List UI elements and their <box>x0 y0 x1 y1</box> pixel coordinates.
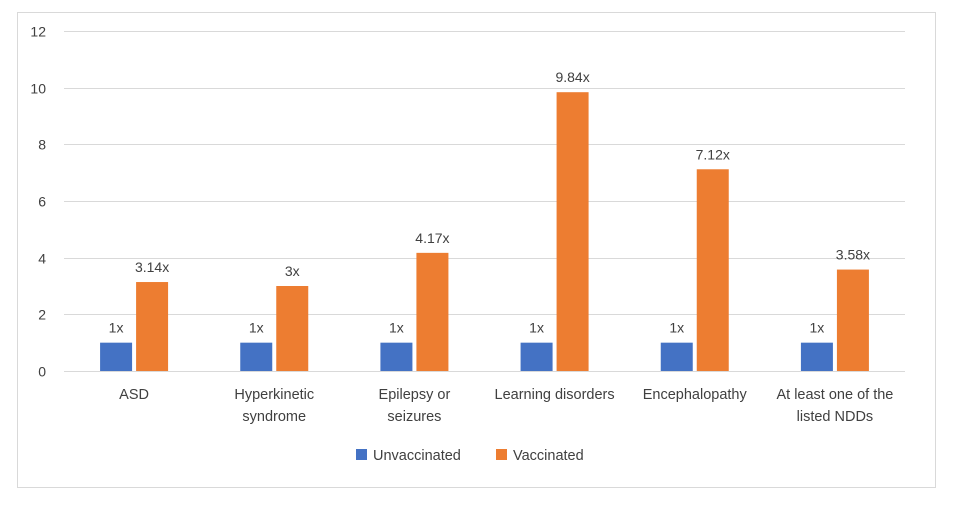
bar-unvaccinated <box>240 342 273 371</box>
data-label: 1x <box>389 320 404 336</box>
bar-vaccinated <box>836 269 869 371</box>
bar-vaccinated <box>416 252 449 371</box>
data-label: 4.17x <box>415 230 449 246</box>
data-label: 1x <box>810 320 825 336</box>
y-axis-tick-labels: 0 2 4 6 8 10 12 <box>30 24 46 380</box>
data-labels: 1x 1x 1x 1x 1x 1x 3.14x 3x 4.17x 9.84x 7.12x 3.58x <box>109 69 870 335</box>
bar-vaccinated <box>276 286 309 371</box>
data-label: 7.12x <box>696 146 730 162</box>
bar-unvaccinated <box>100 342 133 371</box>
legend-label-vaccinated: Vaccinated <box>513 448 584 464</box>
x-tick-label: ASD <box>119 387 149 403</box>
bar-unvaccinated <box>800 342 833 371</box>
data-label: 9.84x <box>555 69 589 85</box>
x-tick-label: seizures <box>387 409 441 425</box>
y-tick-label: 8 <box>38 137 46 153</box>
bar-unvaccinated <box>380 342 413 371</box>
y-tick-label: 6 <box>38 194 46 210</box>
x-tick-label: listed NDDs <box>797 409 874 425</box>
legend-label-unvaccinated: Unvaccinated <box>373 448 461 464</box>
data-label: 1x <box>109 320 124 336</box>
data-label: 1x <box>249 320 264 336</box>
bar-unvaccinated <box>660 342 693 371</box>
gridlines <box>64 31 905 372</box>
legend-swatch-unvaccinated <box>356 449 367 460</box>
bars <box>100 92 869 371</box>
x-tick-label: Hyperkinetic <box>234 387 314 403</box>
y-tick-label: 12 <box>30 24 46 40</box>
y-tick-label: 2 <box>38 307 46 323</box>
y-tick-label: 0 <box>38 364 46 380</box>
legend: Unvaccinated Vaccinated <box>356 448 584 464</box>
x-tick-label: At least one of the <box>776 387 893 403</box>
x-tick-label: Epilepsy or <box>379 387 451 403</box>
bar-vaccinated <box>696 169 729 371</box>
bar-vaccinated <box>556 92 589 371</box>
data-label: 3.14x <box>135 259 169 275</box>
bar-unvaccinated <box>520 342 553 371</box>
x-tick-label: syndrome <box>242 409 306 425</box>
y-tick-label: 4 <box>38 251 46 267</box>
x-tick-label: Learning disorders <box>495 387 615 403</box>
data-label: 3.58x <box>836 247 870 263</box>
data-label: 1x <box>529 320 544 336</box>
bar-vaccinated <box>136 282 169 371</box>
chart-border <box>17 12 936 488</box>
data-label: 3x <box>285 263 300 279</box>
legend-swatch-vaccinated <box>496 449 507 460</box>
y-tick-label: 10 <box>30 81 46 97</box>
x-tick-label: Encephalopathy <box>643 387 748 403</box>
x-axis-category-labels: ASD Hyperkinetic syndrome Epilepsy or seizur… <box>119 387 893 425</box>
data-label: 1x <box>669 320 684 336</box>
